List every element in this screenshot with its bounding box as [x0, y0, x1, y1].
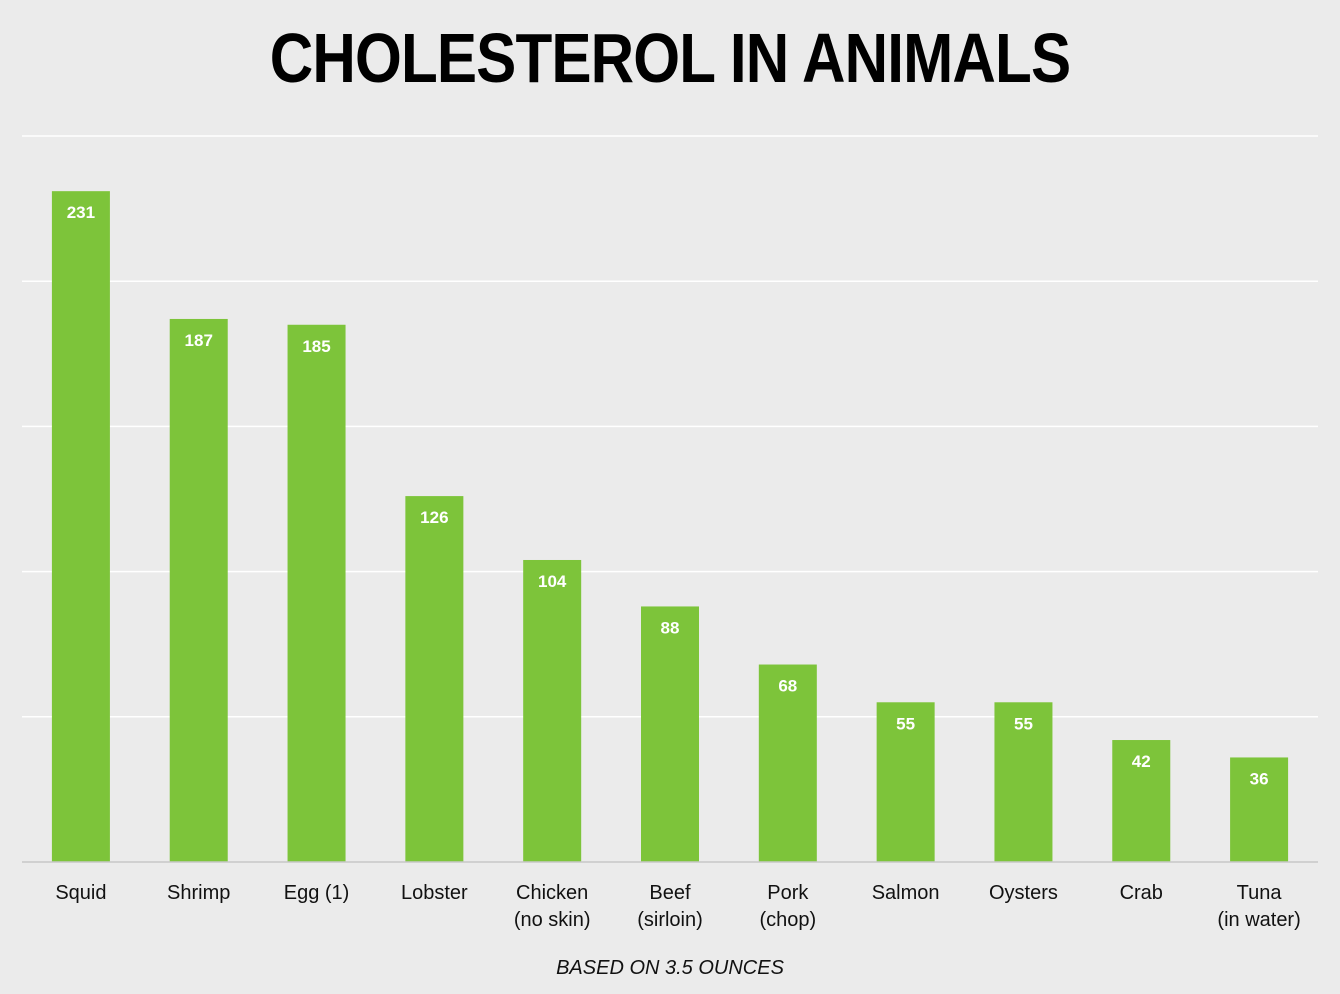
bar — [51, 191, 110, 862]
data-label: 68 — [778, 677, 797, 696]
data-label: 36 — [1250, 769, 1269, 788]
category-label: Oysters — [989, 882, 1058, 904]
category-label: (in water) — [1217, 909, 1300, 931]
category-label: Egg (1) — [284, 882, 350, 904]
category-label: (no skin) — [514, 909, 591, 931]
bar — [641, 606, 699, 862]
bar — [169, 318, 228, 862]
data-label: 88 — [661, 618, 680, 637]
gridlines — [22, 135, 1318, 718]
chart-title: CHOLESTEROL IN ANIMALS — [269, 19, 1071, 97]
data-label: 104 — [538, 572, 567, 591]
data-label: 42 — [1132, 752, 1151, 771]
data-label: 126 — [420, 508, 448, 527]
bar — [758, 664, 817, 862]
bar — [287, 324, 346, 862]
category-label: Tuna — [1237, 882, 1283, 904]
bar — [994, 702, 1053, 862]
data-label: 185 — [302, 337, 330, 356]
data-label: 55 — [896, 714, 915, 733]
category-label: (sirloin) — [637, 909, 703, 931]
category-label: Pork — [767, 882, 809, 904]
category-label: Lobster — [401, 882, 468, 904]
category-label: Salmon — [872, 882, 940, 904]
category-label: Beef — [649, 882, 691, 904]
category-label: Chicken — [516, 882, 588, 904]
category-label: Crab — [1120, 882, 1163, 904]
category-label: (chop) — [759, 909, 816, 931]
bar — [1230, 757, 1289, 862]
category-label: Squid — [55, 882, 106, 904]
data-label: 187 — [185, 331, 213, 350]
category-labels: Squid Shrimp Egg (1) Lobster Chicken (no skin… — [55, 882, 1300, 931]
bar — [405, 496, 464, 862]
data-label: 55 — [1014, 714, 1033, 733]
bar — [523, 559, 582, 862]
chart-subtitle: BASED ON 3.5 OUNCES — [556, 957, 784, 979]
bar — [876, 702, 935, 862]
category-label: Shrimp — [167, 882, 230, 904]
bar — [1112, 740, 1171, 862]
bars: 231 187 185 126 104 88 68 55 55 42 36 — [51, 191, 1289, 862]
data-label: 231 — [67, 203, 95, 222]
